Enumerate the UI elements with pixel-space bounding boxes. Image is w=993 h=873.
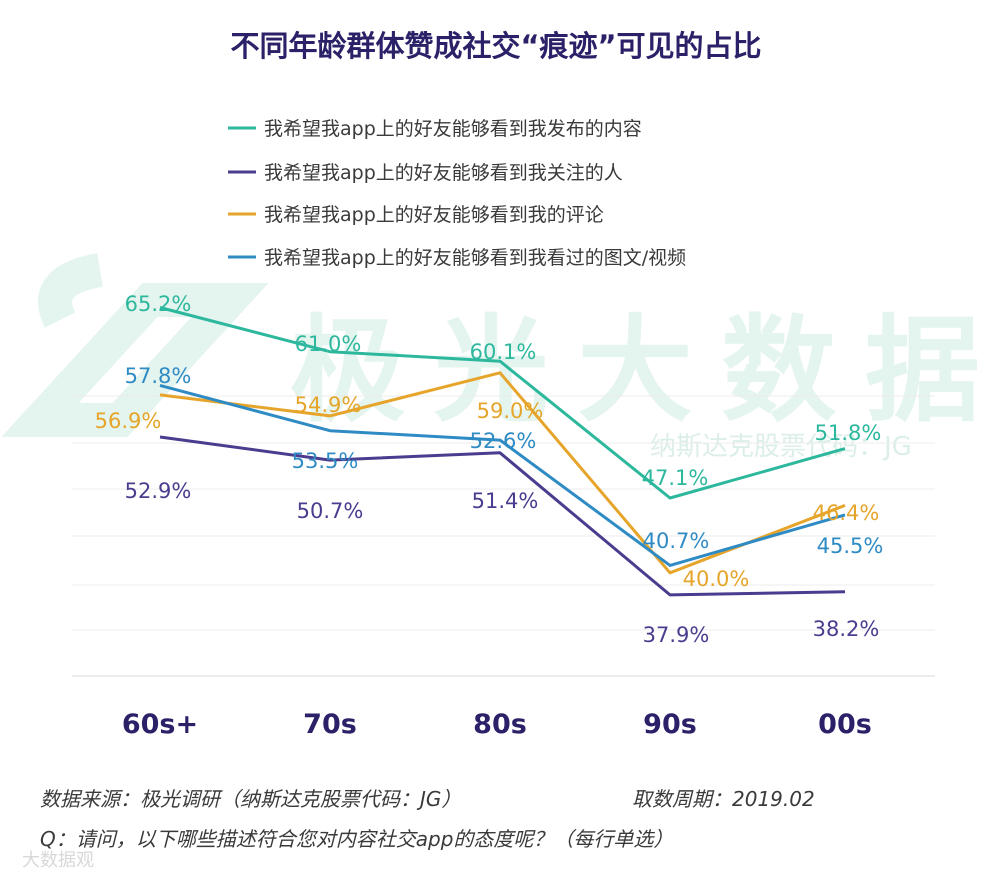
legend-label: 我希望我app上的好友能够看到我关注的人: [264, 162, 623, 184]
data-label: 46.4%: [813, 501, 880, 525]
x-tick-label: 60s+: [122, 709, 198, 740]
legend-label: 我希望我app上的好友能够看到我看过的图文/视频: [264, 247, 686, 269]
data-label: 61.0%: [295, 332, 362, 356]
question-text: Q：请问，以下哪些描述符合您对内容社交app的态度呢？（每行单选）: [40, 827, 673, 851]
data-label: 65.2%: [125, 292, 192, 316]
x-tick-label: 80s: [473, 709, 527, 740]
series-group: [159, 306, 846, 597]
series-line: [159, 371, 846, 575]
data-label: 56.9%: [95, 409, 162, 433]
corner-watermark-text: 大数据观: [22, 850, 94, 871]
period-text: 取数周期：2019.02: [632, 787, 815, 811]
data-label: 37.9%: [643, 623, 710, 647]
series-line: [159, 383, 846, 567]
data-label: 54.9%: [295, 393, 362, 417]
data-label: 60.1%: [470, 340, 537, 364]
data-label: 57.8%: [125, 364, 192, 388]
data-label: 59.0%: [477, 399, 544, 423]
data-label: 50.7%: [297, 499, 364, 523]
data-label: 52.9%: [125, 479, 192, 503]
data-label: 51.4%: [472, 489, 539, 513]
data-label: 52.6%: [470, 429, 537, 453]
x-tick-label: 70s: [303, 709, 357, 740]
data-label: 53.5%: [292, 449, 359, 473]
data-label: 51.8%: [815, 421, 882, 445]
legend-label: 我希望我app上的好友能够看到我发布的内容: [264, 118, 642, 140]
data-labels: 65.2% 61.0% 60.1% 47.1% 51.8% 52.9% 50.7% 51.4%…: [95, 292, 884, 647]
chart-title: 不同年龄群体赞成社交“痕迹”可见的占比: [230, 29, 761, 63]
watermark-logo-icon: [1, 253, 269, 437]
series-line: [159, 435, 846, 597]
data-label: 45.5%: [817, 534, 884, 558]
source-text: 数据来源：极光调研（纳斯达克股票代码：JG）: [40, 787, 461, 811]
watermark-text: 极光大数据: [290, 304, 980, 438]
x-tick-label: 00s: [818, 709, 872, 740]
x-axis: 60s+ 70s 80s 90s 00s: [122, 709, 872, 740]
data-label: 47.1%: [642, 466, 709, 490]
legend-label: 我希望我app上的好友能够看到我的评论: [264, 204, 604, 226]
legend: 我希望我app上的好友能够看到我发布的内容我希望我app上的好友能够看到我关注的…: [228, 118, 686, 269]
series-line: [159, 306, 846, 500]
x-tick-label: 90s: [643, 709, 697, 740]
watermark-subtext: 纳斯达克股票代码：JG: [650, 432, 912, 462]
data-label: 40.7%: [643, 529, 710, 553]
data-label: 40.0%: [683, 567, 750, 591]
data-label: 38.2%: [813, 617, 880, 641]
watermark: 极光大数据 纳斯达克股票代码：JG: [1, 253, 980, 462]
